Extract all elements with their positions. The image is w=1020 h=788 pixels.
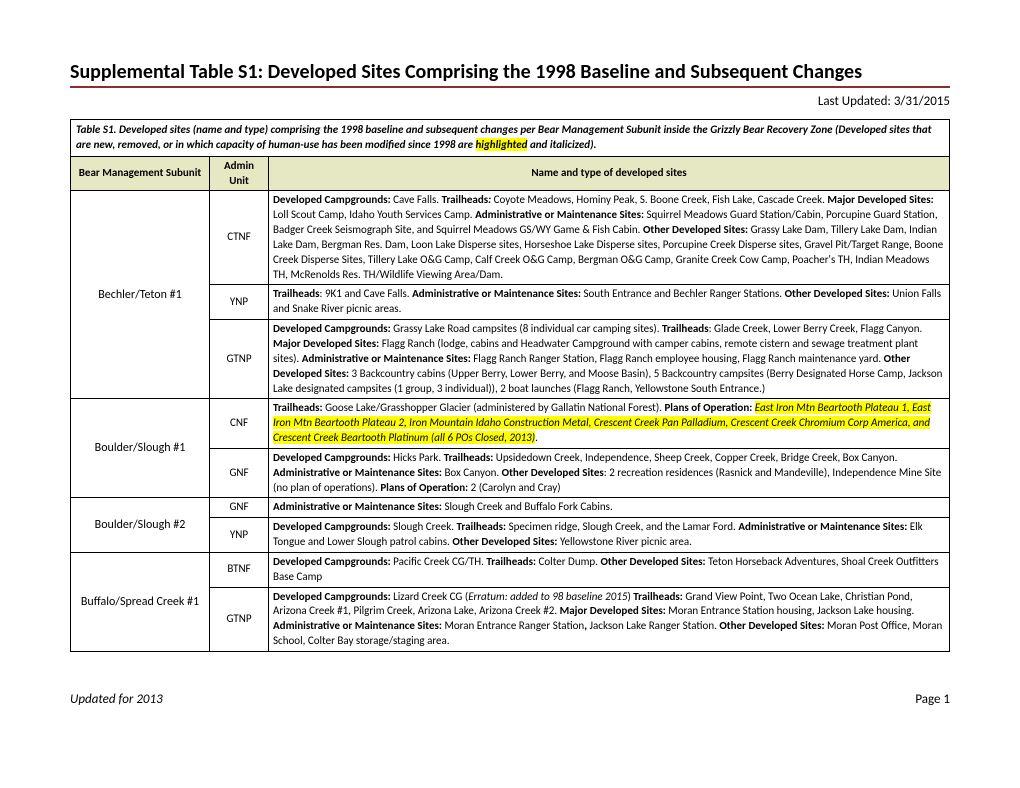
header-admin: Admin Unit (210, 156, 269, 191)
sites-cell: Developed Campgrounds: Grassy Lake Road … (269, 320, 950, 399)
admin-cell: CTNF (210, 191, 269, 285)
sites-cell: Developed Campgrounds: Pacific Creek CG/… (269, 552, 950, 587)
subunit-cell: Boulder/Slough #1 (71, 399, 210, 498)
header-row: Bear Management Subunit Admin Unit Name … (71, 156, 950, 191)
admin-cell: GTNP (210, 320, 269, 399)
sites-cell: Trailheads: Goose Lake/Grasshopper Glaci… (269, 399, 950, 449)
header-sites: Name and type of developed sites (269, 156, 950, 191)
sites-cell: Developed Campgrounds: Lizard Creek CG (… (269, 587, 950, 651)
admin-cell: GTNP (210, 587, 269, 651)
caption-row: Table S1. Developed sites (name and type… (71, 120, 950, 157)
caption-highlight: highlighted (476, 138, 528, 151)
sites-cell: Administrative or Maintenance Sites: Slo… (269, 498, 950, 518)
footer-left: Updated for 2013 (70, 692, 163, 707)
sites-cell: Developed Campgrounds: Hicks Park. Trail… (269, 448, 950, 498)
title-underline (70, 86, 950, 88)
table-caption: Table S1. Developed sites (name and type… (71, 120, 950, 157)
page-title: Supplemental Table S1: Developed Sites C… (70, 60, 950, 84)
admin-cell: BTNF (210, 552, 269, 587)
subunit-cell: Buffalo/Spread Creek #1 (71, 552, 210, 651)
admin-cell: GNF (210, 448, 269, 498)
table-row: Buffalo/Spread Creek #1BTNFDeveloped Cam… (71, 552, 950, 587)
page-footer: Updated for 2013 Page 1 (70, 692, 950, 707)
admin-cell: YNP (210, 518, 269, 553)
sites-table: Table S1. Developed sites (name and type… (70, 119, 950, 652)
sites-cell: Developed Campgrounds: Slough Creek. Tra… (269, 518, 950, 553)
admin-cell: YNP (210, 285, 269, 320)
table-row: Bechler/Teton #1CTNFDeveloped Campground… (71, 191, 950, 285)
admin-cell: CNF (210, 399, 269, 449)
last-updated: Last Updated: 3/31/2015 (70, 94, 950, 109)
sites-cell: Developed Campgrounds: Cave Falls. Trail… (269, 191, 950, 285)
header-subunit: Bear Management Subunit (71, 156, 210, 191)
admin-cell: GNF (210, 498, 269, 518)
caption-post: and italicized). (527, 138, 596, 151)
table-row: Boulder/Slough #1CNFTrailheads: Goose La… (71, 399, 950, 449)
table-row: Boulder/Slough #2GNFAdministrative or Ma… (71, 498, 950, 518)
subunit-cell: Boulder/Slough #2 (71, 498, 210, 553)
sites-cell: Trailheads: 9K1 and Cave Falls. Administ… (269, 285, 950, 320)
subunit-cell: Bechler/Teton #1 (71, 191, 210, 399)
footer-page: Page 1 (915, 692, 950, 707)
